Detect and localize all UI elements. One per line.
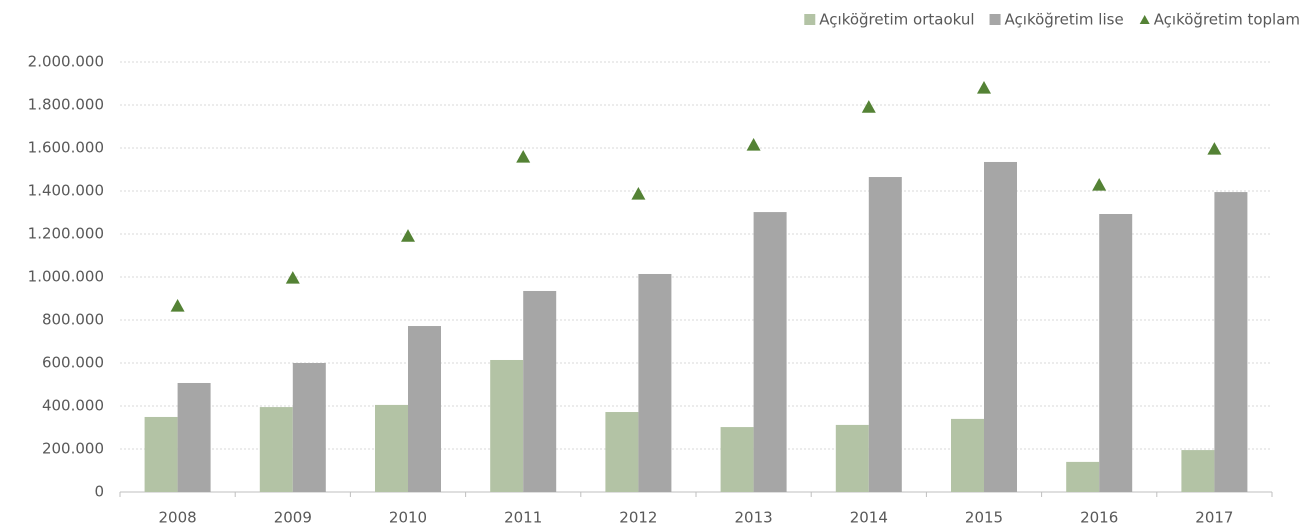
legend-marker xyxy=(1139,15,1150,24)
y-tick-label: 2.000.000 xyxy=(28,53,104,71)
y-tick-label: 1.200.000 xyxy=(28,225,104,243)
marker xyxy=(1092,177,1107,191)
x-tick-label: 2015 xyxy=(965,509,1003,527)
bar xyxy=(753,212,787,492)
y-tick-label: 200.000 xyxy=(42,440,104,458)
legend-label: Açıköğretim lise xyxy=(1005,11,1124,29)
y-tick-label: 1.400.000 xyxy=(28,182,104,200)
y-tick-label: 600.000 xyxy=(42,354,104,372)
marker xyxy=(170,299,185,312)
y-tick-label: 400.000 xyxy=(42,397,104,415)
marker xyxy=(977,81,991,94)
bar xyxy=(835,424,869,492)
bar xyxy=(638,273,672,492)
bar xyxy=(1066,461,1100,492)
bar xyxy=(177,382,211,492)
x-tick-label: 2009 xyxy=(274,509,312,527)
x-tick-label: 2014 xyxy=(850,509,888,527)
marker xyxy=(861,100,876,113)
y-tick-label: 800.000 xyxy=(42,311,104,329)
x-tick-label: 2017 xyxy=(1195,509,1233,527)
marker xyxy=(516,150,531,163)
legend-swatch xyxy=(804,14,816,25)
y-tick-label: 0 xyxy=(94,483,104,501)
bar xyxy=(1181,450,1215,492)
bar xyxy=(292,363,326,492)
legend-label: Açıköğretim toplam xyxy=(1154,11,1300,29)
bar xyxy=(523,290,557,492)
bar xyxy=(1099,214,1133,492)
bar xyxy=(720,427,754,492)
x-tick-label: 2011 xyxy=(504,509,542,527)
marker xyxy=(631,187,646,200)
bar xyxy=(868,177,902,492)
y-tick-label: 1.800.000 xyxy=(28,96,104,114)
bar xyxy=(951,418,984,492)
legend-label: Açıköğretim ortaokul xyxy=(819,11,974,29)
y-tick-label: 1.600.000 xyxy=(28,139,104,157)
marker xyxy=(746,137,761,151)
bar xyxy=(408,326,441,492)
bar xyxy=(259,407,293,492)
marker xyxy=(401,229,415,242)
y-tick-label: 1.000.000 xyxy=(28,268,104,286)
x-tick-label: 2008 xyxy=(159,509,197,527)
bar xyxy=(1214,192,1248,492)
bar xyxy=(490,359,524,492)
bar xyxy=(605,412,639,492)
marker xyxy=(1207,142,1222,155)
bar xyxy=(984,161,1017,492)
bar xyxy=(144,416,178,492)
x-tick-label: 2013 xyxy=(735,509,773,527)
x-tick-label: 2012 xyxy=(619,509,657,527)
x-tick-label: 2010 xyxy=(389,509,427,527)
bar xyxy=(375,404,408,492)
legend-swatch xyxy=(989,14,1001,25)
x-tick-label: 2016 xyxy=(1080,509,1118,527)
marker xyxy=(285,271,300,284)
